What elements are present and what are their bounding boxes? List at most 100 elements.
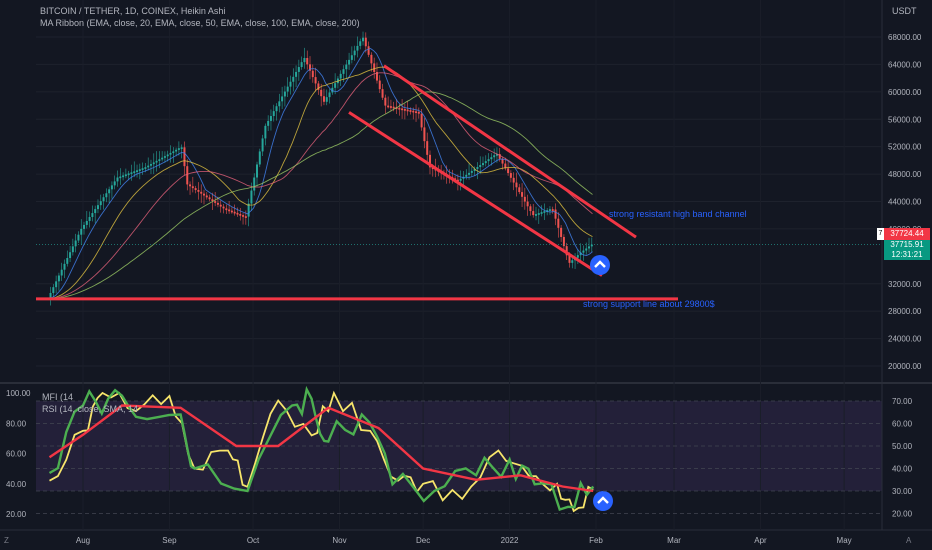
candle-body — [144, 167, 147, 169]
price-tick-label: 52000.00 — [888, 143, 922, 152]
timezone-button[interactable]: Z — [4, 536, 9, 545]
price-tick-label: 20000.00 — [888, 362, 922, 371]
candle-body — [560, 227, 563, 237]
candle-body — [261, 138, 264, 152]
candle-body — [484, 161, 487, 164]
candle-body — [375, 71, 378, 81]
candle-body — [272, 111, 275, 117]
candle-body — [384, 97, 387, 106]
candle-body — [222, 206, 225, 209]
candle-body — [169, 152, 172, 155]
candle-body — [55, 281, 58, 288]
candle-body — [306, 57, 309, 65]
candle-body — [102, 197, 105, 202]
candle-body — [551, 209, 554, 211]
candle-body — [244, 216, 247, 218]
up-arrow-icon — [593, 491, 613, 511]
mfi-legend[interactable]: MFI (14 — [42, 392, 74, 402]
series-line-rsi — [48, 385, 595, 512]
candle-body — [202, 193, 205, 196]
candle-body — [512, 177, 515, 183]
candle-body — [456, 179, 459, 182]
candle-body — [236, 212, 239, 215]
rsi-tick-label: 30.00 — [892, 487, 913, 496]
candle-body — [289, 81, 292, 87]
candle-body — [501, 158, 504, 164]
candle-body — [465, 174, 468, 177]
time-tick-label: Feb — [589, 536, 603, 545]
candle-body — [540, 212, 543, 214]
candle-body — [258, 151, 261, 165]
candle-body — [401, 108, 404, 111]
candle-body — [339, 73, 342, 79]
candle-body — [155, 160, 158, 163]
candle-body — [495, 154, 498, 156]
candle-body — [177, 148, 180, 150]
candle-body — [470, 170, 473, 173]
candle-body — [264, 125, 267, 139]
mfi-tick-label: 20.00 — [6, 510, 27, 519]
price-tick-label: 60000.00 — [888, 88, 922, 97]
candle-body — [431, 167, 434, 170]
candle-body — [412, 110, 415, 113]
mfi-tick-label: 60.00 — [6, 450, 27, 459]
support-annotation-text: strong support line about 29800$ — [583, 299, 715, 309]
candle-body — [278, 101, 281, 107]
candle-body — [585, 248, 588, 251]
candle-body — [521, 192, 524, 197]
candle-body — [113, 181, 116, 186]
candle-body — [387, 105, 390, 108]
candle-body — [211, 199, 214, 202]
candle-body — [331, 87, 334, 93]
candle-body — [417, 111, 420, 114]
price-tick-label: 68000.00 — [888, 33, 922, 42]
price-tick-label: 64000.00 — [888, 60, 922, 69]
candle-body — [314, 77, 317, 84]
up-arrow-icon — [590, 255, 610, 275]
candle-body — [208, 197, 211, 200]
candle-body — [473, 168, 476, 171]
time-tick-label: Apr — [754, 536, 767, 545]
price-tick-label: 24000.00 — [888, 335, 922, 344]
candle-body — [579, 252, 582, 256]
ma-ribbon-line — [49, 66, 593, 300]
candle-body — [233, 211, 236, 214]
rsi-legend[interactable]: RSI (14, close, SMA, 14 — [42, 404, 139, 414]
candle-body — [362, 37, 365, 42]
candle-body — [138, 169, 141, 171]
candle-body — [219, 204, 222, 207]
symbol-legend[interactable]: BITCOIN / TETHER, 1D, COINEX, Heikin Ash… — [40, 6, 226, 16]
candle-body — [292, 76, 295, 82]
candle-body — [398, 107, 401, 110]
candle-body — [535, 214, 538, 216]
candle-body — [180, 147, 183, 150]
rsi-tick-label: 70.00 — [892, 397, 913, 406]
candle-body — [381, 89, 384, 98]
candle-body — [303, 57, 306, 63]
candle-body — [71, 246, 74, 253]
ma-ribbon-legend[interactable]: MA Ribbon (EMA, close, 20, EMA, close, 5… — [40, 18, 360, 28]
candle-body — [52, 287, 55, 293]
candle-body — [122, 175, 125, 178]
candle-body — [133, 171, 136, 174]
candle-body — [253, 177, 256, 191]
candle-body — [342, 69, 345, 74]
candle-body — [300, 62, 303, 68]
last-price-tag: 37724.44 — [884, 228, 930, 240]
candle-body — [403, 109, 406, 111]
price-tick-label: 28000.00 — [888, 307, 922, 316]
resistance-annotation-text: strong resistant high band channel — [609, 209, 747, 219]
ma-ribbon-line — [49, 91, 593, 300]
candle-body — [127, 173, 130, 176]
auto-scale-button[interactable]: A — [906, 536, 912, 545]
chevron-up-icon — [594, 260, 606, 268]
candle-body — [468, 172, 471, 175]
candle-body — [230, 210, 233, 213]
candle-body — [479, 165, 482, 168]
candle-body — [562, 236, 565, 247]
currency-label: USDT — [892, 6, 917, 16]
candle-body — [267, 120, 270, 126]
candle-body — [526, 201, 529, 207]
candle-body — [286, 86, 289, 92]
